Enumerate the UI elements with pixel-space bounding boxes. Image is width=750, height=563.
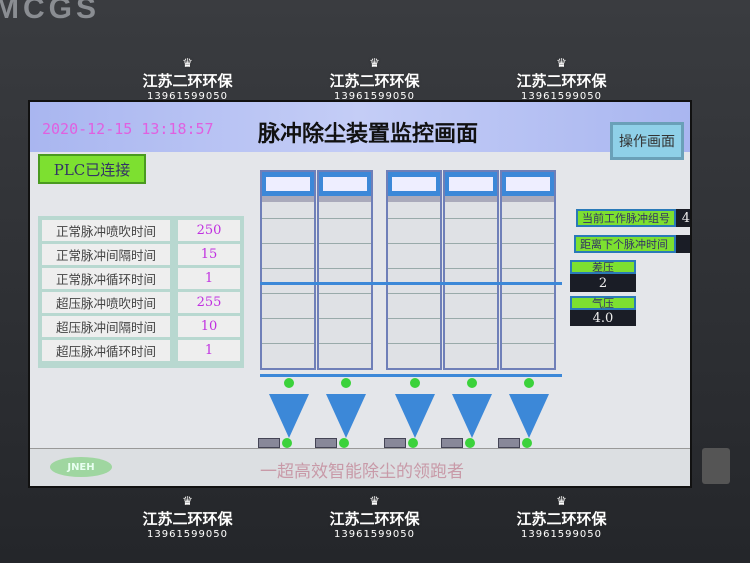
- company-logo: JNEH: [50, 457, 112, 477]
- header-pipe: [260, 374, 562, 377]
- dust-collector-diagram: [258, 164, 562, 449]
- param-label: 超压脉冲喷吹时间: [42, 292, 170, 313]
- param-label: 正常脉冲循环时间: [42, 268, 170, 289]
- ash-hopper: [452, 394, 492, 438]
- discharge-motor: [258, 438, 280, 448]
- current-group-label: 当前工作脉冲组号: [576, 209, 676, 227]
- header-pipe: [260, 282, 562, 285]
- ash-hopper: [326, 394, 366, 438]
- pulse-valve-indicator: [410, 378, 420, 388]
- param-row: 正常脉冲喷吹时间 250: [42, 220, 240, 244]
- title-bar: 2020-12-15 13:18:57 脉冲除尘装置监控画面: [30, 102, 690, 152]
- side-port: [702, 448, 730, 484]
- discharge-motor: [384, 438, 406, 448]
- air-pressure-value: 4.0: [570, 310, 636, 326]
- param-row: 超压脉冲循环时间 1: [42, 340, 240, 364]
- hmi-screen: 2020-12-15 13:18:57 脉冲除尘装置监控画面 操作画面 PLC已…: [28, 100, 692, 488]
- filter-chamber: [500, 170, 556, 370]
- discharge-valve-indicator: [465, 438, 475, 448]
- pulse-valve-indicator: [341, 378, 351, 388]
- discharge-valve-indicator: [282, 438, 292, 448]
- pulse-valve-indicator: [284, 378, 294, 388]
- param-input[interactable]: 15: [178, 244, 240, 265]
- diff-pressure-value: 2: [570, 274, 636, 292]
- operation-screen-button[interactable]: 操作画面: [610, 122, 684, 160]
- discharge-motor: [441, 438, 463, 448]
- slogan: 一超高效智能除尘的领跑者: [260, 462, 464, 482]
- discharge-valve-indicator: [408, 438, 418, 448]
- param-input[interactable]: 1: [178, 340, 240, 361]
- param-row: 正常脉冲间隔时间 15: [42, 244, 240, 268]
- param-label: 正常脉冲喷吹时间: [42, 220, 170, 241]
- discharge-valve-indicator: [522, 438, 532, 448]
- param-row: 正常脉冲循环时间 1: [42, 268, 240, 292]
- filter-chamber: [260, 170, 316, 370]
- param-input[interactable]: 250: [178, 220, 240, 241]
- param-input[interactable]: 255: [178, 292, 240, 313]
- pulse-valve-indicator: [524, 378, 534, 388]
- diff-pressure-label: 差压: [570, 260, 636, 274]
- datetime: 2020-12-15 13:18:57: [42, 120, 214, 138]
- plc-status-badge: PLC已连接: [38, 154, 146, 184]
- param-row: 超压脉冲喷吹时间 255: [42, 292, 240, 316]
- filter-chamber: [443, 170, 499, 370]
- filter-chamber: [386, 170, 442, 370]
- pulse-valve-indicator: [467, 378, 477, 388]
- param-row: 超压脉冲间隔时间 10: [42, 316, 240, 340]
- param-input[interactable]: 1: [178, 268, 240, 289]
- discharge-valve-indicator: [339, 438, 349, 448]
- brand-label: MCGS: [0, 0, 100, 25]
- ash-hopper: [509, 394, 549, 438]
- ash-hopper: [269, 394, 309, 438]
- param-input[interactable]: 10: [178, 316, 240, 337]
- filter-chamber: [317, 170, 373, 370]
- param-label: 超压脉冲循环时间: [42, 340, 170, 361]
- parameter-panel: 正常脉冲喷吹时间 250 正常脉冲间隔时间 15 正常脉冲循环时间 1 超压脉冲喷吹时…: [38, 216, 244, 368]
- page-title: 脉冲除尘装置监控画面: [258, 121, 479, 147]
- param-label: 正常脉冲间隔时间: [42, 244, 170, 265]
- ash-hopper: [395, 394, 435, 438]
- param-label: 超压脉冲间隔时间: [42, 316, 170, 337]
- footer: JNEH 一超高效智能除尘的领跑者: [30, 448, 690, 486]
- air-pressure-label: 气压: [570, 296, 636, 310]
- discharge-motor: [315, 438, 337, 448]
- next-pulse-value: 8: [676, 235, 690, 253]
- next-pulse-label: 距离下个脉冲时间: [574, 235, 676, 253]
- current-group-value: 48: [676, 209, 690, 227]
- discharge-motor: [498, 438, 520, 448]
